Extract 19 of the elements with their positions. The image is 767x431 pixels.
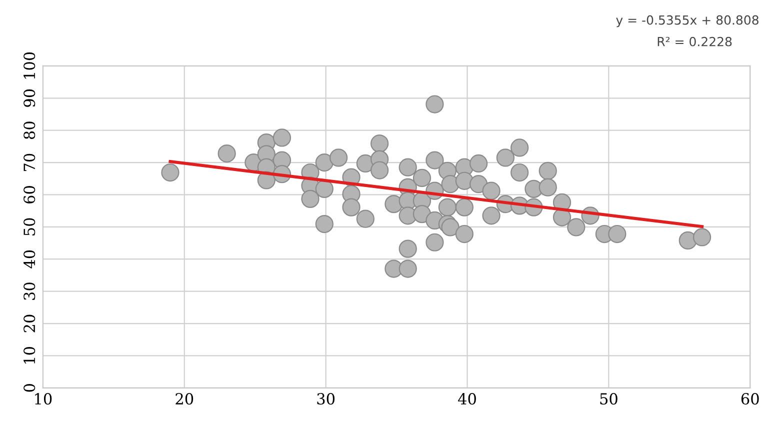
y-tick-label: 60 xyxy=(24,186,36,204)
y-tick-label: 70 xyxy=(24,154,36,171)
y-tick-label: 0 xyxy=(24,384,36,392)
y-tick-label: 50 xyxy=(24,218,36,236)
text: R² = 0.2228 xyxy=(658,36,732,46)
y-tick-label: 80 xyxy=(24,122,36,140)
y-tick-label: 40 xyxy=(24,250,36,268)
y-tick-label: 90 xyxy=(24,89,36,107)
y-tick-label: 100 xyxy=(24,52,36,79)
x-tick-label: 40 xyxy=(458,393,476,405)
y-tick-label: 20 xyxy=(24,314,36,332)
y-tick-label: 30 xyxy=(24,282,36,300)
x-tick-label: 20 xyxy=(176,393,194,405)
x-tick-label: 50 xyxy=(600,393,618,405)
x-tick-label: 30 xyxy=(317,393,335,405)
y-tick-label: 10 xyxy=(24,347,36,364)
text: y = -0.5355x + 80.808 xyxy=(616,15,758,28)
x-tick-label: 60 xyxy=(741,393,759,405)
x-tick-label: 10 xyxy=(35,393,52,405)
